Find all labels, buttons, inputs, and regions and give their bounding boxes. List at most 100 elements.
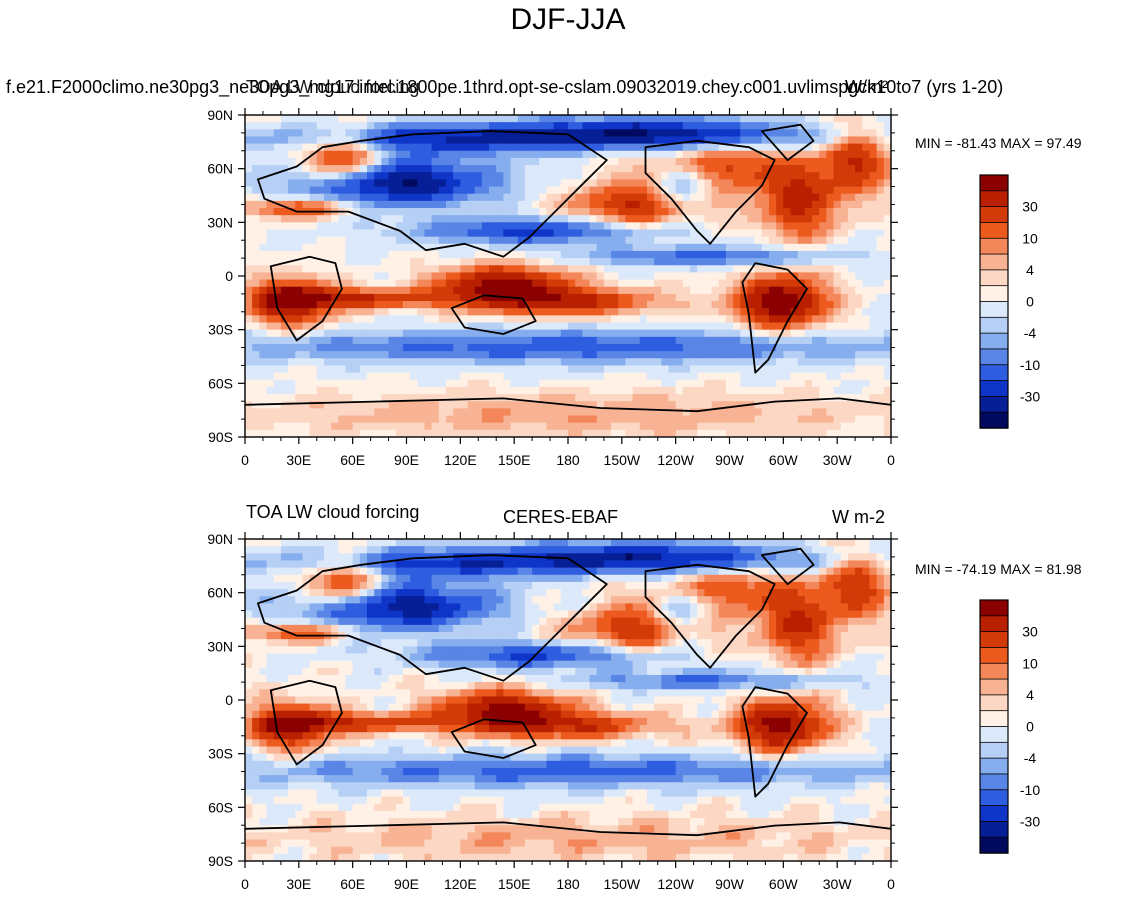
colorbar-swatch — [979, 190, 1009, 208]
lon-tick-label: 60E — [340, 876, 365, 892]
colorbar-swatch — [979, 836, 1009, 854]
colorbar-swatch — [979, 694, 1009, 712]
panel-1-stats: MIN = -81.43 MAX = 97.49 — [915, 135, 1082, 151]
panel-2-field — [245, 539, 891, 861]
lon-tick-label: 150E — [498, 452, 531, 468]
colorbar-swatch — [979, 174, 1009, 192]
lat-tick-label: 60N — [207, 585, 233, 601]
colorbar-swatch — [979, 710, 1009, 728]
colorbar-label: 4 — [1026, 262, 1034, 278]
lon-tick-label: 30W — [823, 452, 853, 468]
colorbar-swatch — [979, 757, 1009, 775]
colorbar-label: -4 — [1024, 750, 1037, 766]
lat-tick-label: 90S — [208, 853, 233, 869]
lon-tick-label: 90E — [394, 876, 419, 892]
colorbar-label: 0 — [1026, 719, 1034, 735]
lon-tick-label: 120W — [657, 876, 694, 892]
colorbar-swatch — [979, 773, 1009, 791]
lat-tick-label: 30N — [207, 214, 233, 230]
colorbar-swatch — [979, 662, 1009, 680]
figure-title: DJF-JJA — [510, 3, 626, 36]
lat-tick-label: 30N — [207, 638, 233, 654]
lon-tick-label: 120W — [657, 452, 694, 468]
colorbar-swatch — [979, 316, 1009, 334]
colorbar-swatch — [979, 741, 1009, 759]
lon-tick-label: 30W — [823, 876, 853, 892]
lat-tick-label: 60S — [208, 799, 233, 815]
panel-1-map: 90N 60N 30N 0 30S 60S 90S 0 30E 60E 90E 120E 150E 18… — [207, 107, 898, 468]
colorbar-label: 10 — [1022, 230, 1038, 246]
lon-tick-label: 60W — [769, 876, 799, 892]
colorbar-label: 4 — [1026, 687, 1034, 703]
colorbar-swatch — [979, 222, 1009, 239]
colorbar-swatch — [979, 380, 1009, 398]
colorbar-swatch — [979, 395, 1009, 413]
lat-tick-label: 90N — [207, 107, 233, 123]
lat-tick-label: 60S — [208, 375, 233, 391]
lon-tick-label: 60W — [769, 452, 799, 468]
lon-tick-label: 150W — [604, 452, 641, 468]
lat-tick-label: 60N — [207, 161, 233, 177]
colorbar-label: 10 — [1022, 655, 1038, 671]
panel-2-left-title: TOA LW cloud forcing — [246, 502, 420, 522]
panel-2-center-title: CERES-EBAF — [503, 507, 619, 527]
colorbar-swatch — [979, 253, 1009, 271]
colorbar-2: 30 10 4 0 -4 -10 -30 — [979, 599, 1040, 854]
lat-tick-label: 30S — [208, 322, 233, 338]
lon-tick-label: 30E — [286, 452, 311, 468]
colorbar-label: -30 — [1020, 388, 1040, 404]
lon-tick-label: 180 — [556, 452, 580, 468]
panel-1-field — [245, 115, 891, 437]
colorbar-label: 30 — [1022, 199, 1038, 215]
colorbar-swatch — [979, 237, 1009, 255]
colorbar-swatch — [979, 726, 1009, 744]
lat-tick-label: 90N — [207, 531, 233, 547]
colorbar-label: -10 — [1020, 782, 1040, 798]
colorbar-swatch — [979, 678, 1009, 696]
lon-tick-label: 0 — [241, 452, 249, 468]
variable-subtitle: TOA LW cloud forcing — [246, 77, 420, 97]
lon-tick-label: 90W — [715, 876, 745, 892]
colorbar-label: 0 — [1026, 294, 1034, 310]
case-subtitle: f.e21.F2000climo.ne30pg3_ne30pg3_mg17.in… — [6, 77, 1004, 97]
colorbar-swatch — [979, 269, 1009, 287]
lat-tick-label: 30S — [208, 746, 233, 762]
panel-2-stats: MIN = -74.19 MAX = 81.98 — [915, 561, 1082, 577]
colorbar-swatch — [979, 789, 1009, 807]
colorbar-swatch — [979, 332, 1009, 350]
colorbar-swatch — [979, 631, 1009, 649]
colorbar-swatch — [979, 599, 1009, 617]
colorbar-swatch — [979, 805, 1009, 823]
lat-tick-label: 0 — [225, 692, 233, 708]
panel-2-right-title: W m-2 — [832, 507, 885, 527]
lon-tick-label: 30E — [286, 876, 311, 892]
lon-tick-label: 0 — [887, 452, 895, 468]
lat-tick-label: 0 — [225, 268, 233, 284]
lon-tick-label: 180 — [556, 876, 580, 892]
colorbar-swatch — [979, 364, 1009, 382]
colorbar-swatch — [979, 348, 1009, 366]
lon-tick-label: 0 — [887, 876, 895, 892]
panel-2-map: 90N 60N 30N 0 30S 60S 90S 0 30E 60E 90E 120E 150E 18… — [207, 531, 898, 892]
colorbar-swatch — [979, 285, 1009, 303]
lon-tick-label: 0 — [241, 876, 249, 892]
lon-tick-label: 90W — [715, 452, 745, 468]
lon-tick-label: 60E — [340, 452, 365, 468]
lon-tick-label: 90E — [394, 452, 419, 468]
colorbar-label: -4 — [1024, 325, 1037, 341]
colorbar-label: -10 — [1020, 357, 1040, 373]
colorbar-label: 30 — [1022, 624, 1038, 640]
lon-tick-label: 120E — [444, 452, 477, 468]
lon-tick-label: 150W — [604, 876, 641, 892]
colorbar-label: -30 — [1020, 813, 1040, 829]
colorbar-swatch — [979, 301, 1009, 319]
colorbar-swatch — [979, 647, 1009, 664]
lon-tick-label: 120E — [444, 876, 477, 892]
colorbar-swatch — [979, 206, 1009, 224]
lat-tick-label: 90S — [208, 429, 233, 445]
colorbar-swatch — [979, 615, 1009, 633]
lon-tick-label: 150E — [498, 876, 531, 892]
units-top: W/m² — [845, 77, 888, 97]
colorbar-swatch — [979, 820, 1009, 838]
colorbar-swatch — [979, 411, 1009, 429]
